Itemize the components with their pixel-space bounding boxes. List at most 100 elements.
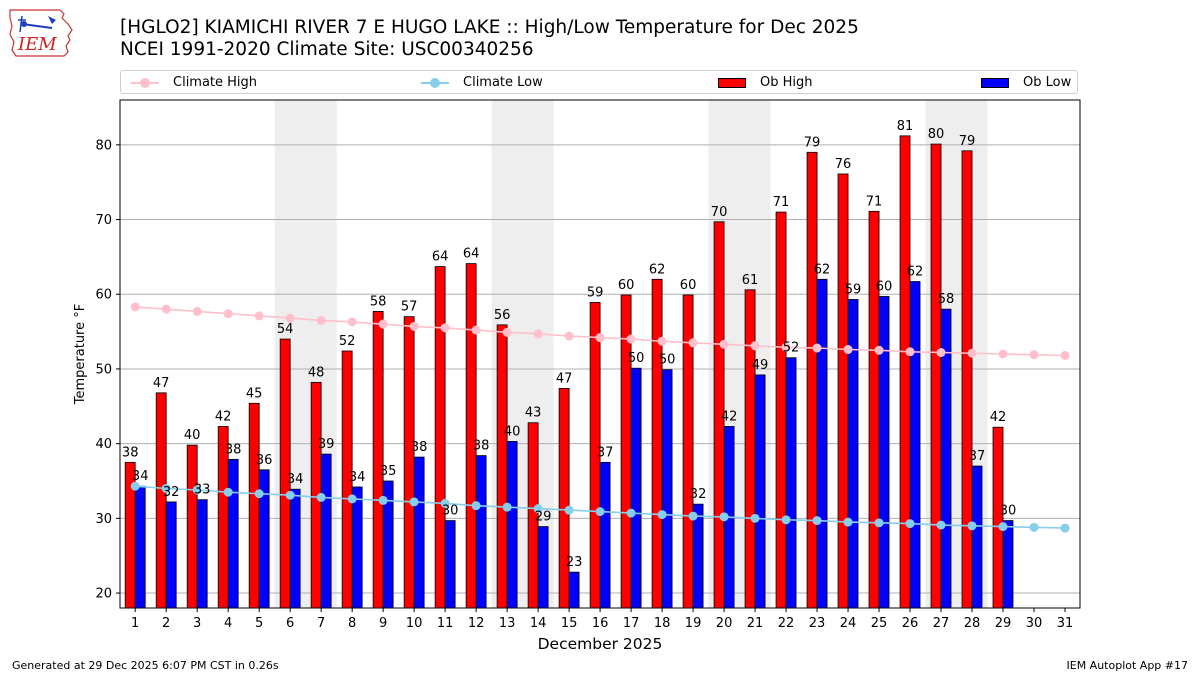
ob-high-label: 71 [866, 194, 883, 209]
x-tick-label: 10 [406, 616, 423, 631]
climate-low-point [719, 512, 729, 522]
ob-high-label: 56 [494, 308, 511, 323]
x-tick-label: 18 [654, 616, 671, 631]
ob-low-label: 39 [318, 437, 335, 452]
ob-low-bar [196, 499, 208, 609]
climate-high-point [1029, 350, 1039, 360]
climate-low-point [626, 508, 636, 518]
y-tick-label: 60 [95, 288, 112, 303]
ob-low-bar [444, 520, 456, 609]
ob-low-label: 34 [287, 472, 304, 487]
climate-high-point [936, 348, 946, 358]
climate-low-point [130, 481, 140, 491]
x-tick-label: 3 [193, 616, 201, 631]
legend-label-climate-high: Climate High [173, 75, 258, 90]
climate-low-point [564, 505, 574, 515]
x-tick-label: 27 [933, 616, 950, 631]
x-axis-label: December 2025 [538, 635, 663, 653]
climate-high-point [254, 311, 264, 321]
ob-low-bar [661, 369, 673, 609]
x-tick-label: 17 [623, 616, 640, 631]
ob-low-bar [630, 367, 642, 609]
ob-low-bar [971, 465, 983, 609]
x-tick-label: 6 [286, 616, 294, 631]
legend-label-ob-low: Ob Low [1023, 75, 1072, 90]
ob-high-bar [744, 289, 756, 609]
ob-low-label: 59 [845, 282, 862, 297]
ob-low-bar [1002, 520, 1014, 609]
ob-low-bar [816, 278, 828, 609]
ob-high-label: 64 [432, 250, 449, 265]
ob-high-label: 43 [525, 406, 542, 421]
climate-low-point [1029, 522, 1039, 532]
ob-high-bar [434, 266, 446, 609]
footer-generated: Generated at 29 Dec 2025 6:07 PM CST in … [12, 659, 279, 672]
climate-low-point [936, 520, 946, 530]
ob-high-label: 59 [587, 285, 604, 300]
ob-high-bar [837, 173, 849, 609]
ob-high-label: 42 [990, 410, 1007, 425]
climate-low-point [440, 498, 450, 508]
x-tick-label: 9 [379, 616, 387, 631]
x-tick-label: 2 [162, 616, 170, 631]
x-tick-label: 7 [317, 616, 325, 631]
ob-low-label: 62 [814, 262, 831, 277]
ob-high-bar [248, 402, 260, 609]
climate-low-point [657, 510, 667, 520]
ob-low-bar [289, 488, 301, 609]
ob-high-bar [403, 316, 415, 609]
climate-low-point [285, 490, 295, 500]
climate-high-point [347, 317, 357, 327]
climate-high-point [967, 348, 977, 358]
x-tick-label: 1 [131, 616, 139, 631]
ob-low-bar [475, 455, 487, 609]
ob-low-label: 32 [163, 485, 180, 500]
climate-high-point [378, 319, 388, 329]
ob-low-bar [134, 485, 146, 609]
climate-high-point [719, 339, 729, 349]
ob-high-label: 79 [959, 134, 976, 149]
climate-high-point [192, 306, 202, 316]
ob-low-label: 52 [783, 341, 800, 356]
climate-high-point [161, 304, 171, 314]
y-tick-label: 30 [95, 512, 112, 527]
ob-high-label: 80 [928, 127, 945, 142]
climate-low-point [750, 513, 760, 523]
y-tick-label: 40 [95, 437, 112, 452]
x-tick-label: 8 [348, 616, 356, 631]
x-tick-label: 29 [995, 616, 1012, 631]
ob-high-label: 47 [153, 376, 170, 391]
climate-high-point [750, 341, 760, 351]
ob-high-label: 58 [370, 294, 387, 309]
climate-low-point [905, 519, 915, 529]
climate-high-point [688, 338, 698, 348]
climate-high-point [409, 321, 419, 331]
climate-low-point [378, 495, 388, 505]
ob-high-bar [930, 143, 942, 609]
climate-low-point [688, 511, 698, 521]
climate-low-point [254, 489, 264, 499]
ob-low-label: 50 [628, 351, 645, 366]
climate-low-point [409, 497, 419, 507]
ob-low-label: 40 [504, 424, 521, 439]
ob-high-label: 79 [804, 135, 821, 150]
ob-low-label: 49 [752, 358, 769, 373]
ob-low-label: 33 [194, 483, 211, 498]
y-tick-label: 70 [95, 213, 112, 228]
x-tick-label: 12 [468, 616, 485, 631]
chart-title: [HGLO2] KIAMICHI RIVER 7 E HUGO LAKE :: … [120, 17, 859, 38]
ob-high-label: 42 [215, 409, 232, 424]
climate-low-point [1060, 523, 1070, 533]
ob-low-bar [785, 357, 797, 609]
x-tick-label: 22 [778, 616, 795, 631]
ob-high-swatch [718, 78, 746, 88]
climate-high-point [843, 345, 853, 355]
ob-low-label: 37 [597, 445, 614, 460]
ob-high-label: 61 [742, 273, 759, 288]
ob-high-bar [465, 263, 477, 609]
ob-high-bar [775, 211, 787, 609]
climate-high-point [905, 347, 915, 357]
iem-logo: IEM [9, 9, 73, 57]
x-tick-label: 23 [809, 616, 826, 631]
y-tick-label: 50 [95, 362, 112, 377]
